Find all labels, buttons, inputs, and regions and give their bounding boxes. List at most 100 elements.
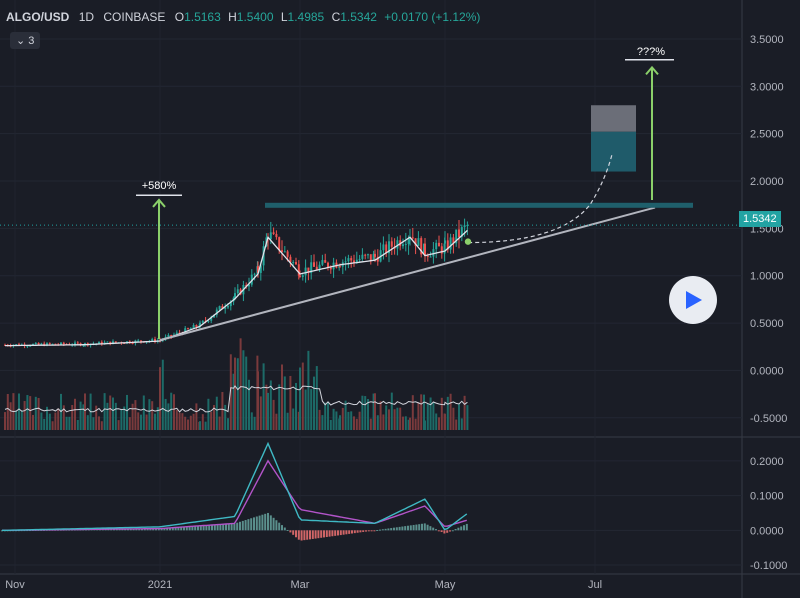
low-label: L [280,10,288,24]
volume-bar [126,394,128,430]
macd-histogram-bar [337,530,339,536]
volume-bar [23,401,26,430]
candle-body [175,332,178,335]
volume-bar [167,403,170,430]
volume-bar [32,414,34,430]
candle-body [229,301,232,307]
volume-bar [134,400,137,430]
macd-histogram-bar [239,521,241,531]
volume-bar [347,411,350,430]
volume-bar [215,396,218,430]
macd-histogram-bar [443,530,446,534]
volume-bar [26,395,29,430]
candle-body [426,255,429,257]
candle-body [358,258,361,260]
volume-bar [218,416,221,430]
volume-bar [199,421,201,430]
macd-histogram-bar [143,528,146,531]
macd-histogram-bar [423,523,426,531]
macd-histogram-bar [149,528,152,531]
volume-bar [76,419,79,430]
macd-histogram-bar [183,526,185,531]
macd-histogram-bar [401,526,404,531]
candle-body [201,320,204,323]
candle-body [15,344,18,346]
volume-bar [402,416,404,430]
volume-bar [151,401,154,430]
volume-bar [275,413,278,430]
candle-body [98,341,100,344]
volume-bar [62,405,65,430]
symbol-label[interactable]: ALGO/USD [6,10,70,24]
volume-bar [112,397,114,430]
volume-bar [374,393,376,430]
volume-bar [156,407,159,430]
macd-histogram-bar [141,528,143,531]
open-label: O [174,10,185,24]
indicator-collapse-button[interactable]: ⌄ 3 [10,32,41,49]
macd-histogram-bar [300,530,303,541]
candle-body [420,238,423,255]
candle-body [187,328,189,330]
volume-bar [9,402,12,430]
macd-histogram-bar [311,530,314,539]
macd-histogram-bar [390,528,393,531]
candle-body [364,254,367,256]
volume-bar [37,397,40,430]
candle-body [40,343,43,345]
macd-histogram-bar [253,517,255,531]
macd-line [2,441,468,531]
candle-body [369,254,372,261]
volume-bar [382,414,385,430]
volume-bar [20,411,23,430]
volume-bar [420,394,423,430]
candle-body [301,275,304,277]
volume-bar [189,415,192,430]
price-tick-label: 3.5000 [750,34,784,46]
gain-arrow-right-head [645,65,659,76]
volume-bar [335,411,338,430]
volume-bar [84,393,86,430]
candle-body [411,237,414,239]
macd-histogram-bar [295,530,297,538]
moving-average-line [5,229,468,347]
macd-histogram-bar [418,524,421,531]
volume-bar [361,395,364,430]
volume-bar [369,418,372,430]
macd-histogram-bar [138,528,141,531]
volume-bar [267,392,269,430]
volume-bar [426,403,429,430]
volume-bar [117,420,120,430]
chart-header: ALGO/USD 1D COINBASE O1.5163 H1.5400 L1.… [6,10,484,24]
macd-histogram-bar [373,530,376,532]
resistance-line [265,202,693,208]
gain-label-left: +580% [142,180,177,192]
macd-histogram-bar [365,530,367,532]
candle-body [324,260,327,263]
play-button[interactable] [669,276,717,324]
volume-bar [204,421,207,430]
interval-label[interactable]: 1D [78,10,95,24]
target-box-upper [591,105,636,132]
volume-bar [417,402,420,430]
macd-histogram-bar [236,522,239,531]
volume-bar [435,413,438,430]
macd-tick-label: 0.1000 [750,491,784,503]
volume-bar [82,404,85,430]
volume-bar [463,395,466,430]
candle-body [131,343,134,345]
gain-arrow-left-head [152,198,166,208]
macd-histogram-bar [351,530,353,534]
candle-body [385,244,388,254]
macd-histogram-bar [309,530,311,540]
volume-bar [289,375,292,430]
volume-bar [234,357,236,430]
volume-bar [364,396,367,430]
candle-body [313,262,315,267]
candle-body [460,227,463,238]
volume-bar [409,417,411,430]
chevron-down-icon: ⌄ [16,35,26,47]
volume-bar [367,399,369,430]
volume-bar [458,404,460,430]
